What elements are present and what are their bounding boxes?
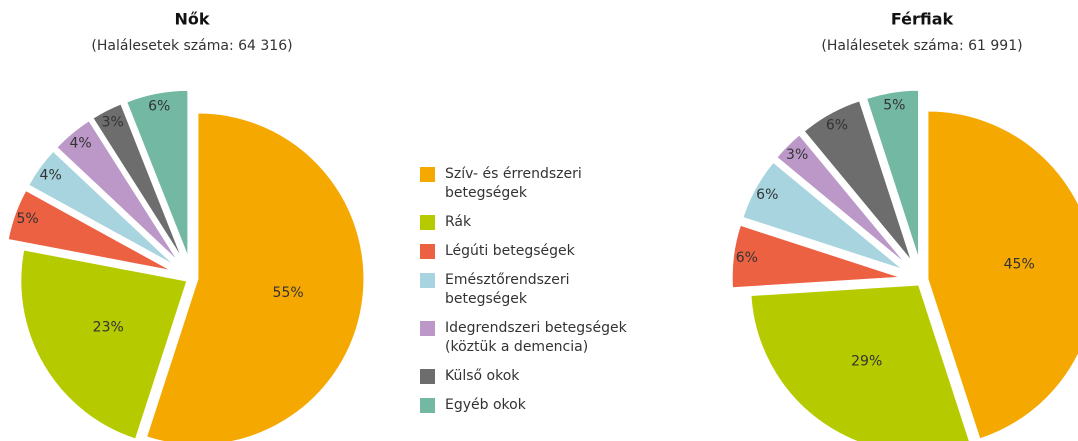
legend-swatch [420,273,435,288]
pie-slice [927,110,1078,440]
legend-item: Légúti betegségek [420,242,700,261]
pie-slice [803,100,912,262]
slice-label: 6% [148,98,170,114]
slice-label: 3% [786,147,808,163]
legend-swatch [420,321,435,336]
legend-item: Emésztőrendszeri betegségek [420,271,700,309]
legend-swatch [420,398,435,413]
slice-label: 23% [93,320,124,336]
slice-label: 5% [16,211,38,227]
slice-label: 4% [40,167,62,183]
legend-label: Külső okok [445,368,520,384]
legend: Szív- és érrendszeri betegségek Rák Légúti… [420,165,700,425]
chart-subtitle: (Halálesetek száma: 64 316) [91,38,292,54]
legend-label: Idegrendszeri betegségek (köztük a demen… [445,320,627,355]
pie-slice [7,189,172,272]
pie-slice [92,103,183,259]
legend-label: Emésztőrendszeri betegségek [445,272,570,307]
pie-slice [866,89,920,259]
chart-title: Férfiak [891,10,954,29]
pie-slice [731,224,901,289]
slice-label: 6% [826,117,848,133]
slice-label: 5% [883,98,905,114]
legend-label: Légúti betegségek [445,243,575,259]
slice-label: 4% [70,135,92,151]
pie-slice [28,150,175,266]
slice-label: 29% [851,353,882,369]
slice-label: 3% [102,114,124,130]
chart-title: Nők [174,10,209,29]
chart-subtitle: (Halálesetek száma: 61 991) [821,38,1022,54]
legend-swatch [420,244,435,259]
legend-item: Idegrendszeri betegségek (köztük a demen… [420,319,700,357]
legend-swatch [420,167,435,182]
pie-slice [776,134,907,265]
slice-label: 55% [273,285,304,301]
slice-label: 45% [1004,257,1035,273]
pie-slice [56,120,179,262]
slice-label: 6% [756,187,778,203]
legend-item: Egyéb okok [420,396,700,415]
legend-label: Egyéb okok [445,397,526,413]
legend-swatch [420,369,435,384]
legend-item: Szív- és érrendszeri betegségek [420,165,700,203]
pie-slice [126,89,189,257]
legend-item: Külső okok [420,367,700,386]
legend-label: Rák [445,214,472,230]
pie-slice [742,161,904,270]
legend-label: Szív- és érrendszeri betegségek [445,166,582,201]
pie-slice [145,112,365,441]
slice-label: 6% [736,250,758,266]
pie-slice [20,249,188,440]
legend-swatch [420,215,435,230]
pie-slice [750,284,970,441]
legend-item: Rák [420,213,700,232]
